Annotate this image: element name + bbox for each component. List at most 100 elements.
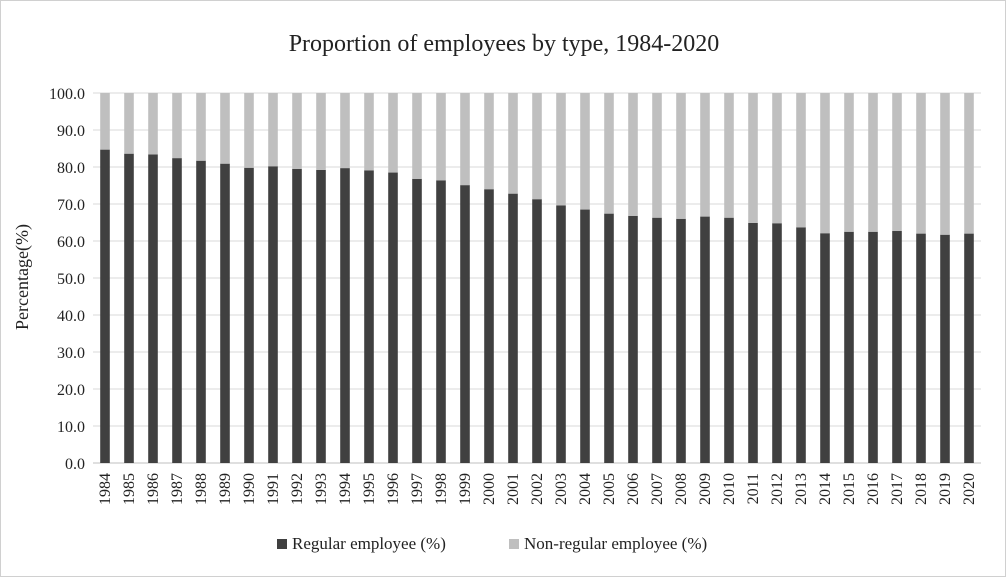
bar-non-regular-employee xyxy=(100,93,110,150)
bar-non-regular-employee xyxy=(460,93,470,186)
x-tick-label: 2013 xyxy=(793,473,810,505)
bar-non-regular-employee xyxy=(772,93,782,224)
bar-non-regular-employee xyxy=(196,93,206,161)
bar-non-regular-employee xyxy=(340,93,350,169)
bar-non-regular-employee xyxy=(700,93,710,217)
bar-non-regular-employee xyxy=(916,93,926,234)
bar-regular-employee xyxy=(964,233,974,463)
y-tick-label: 80.0 xyxy=(57,160,85,177)
bar-non-regular-employee xyxy=(388,93,398,173)
bar-regular-employee xyxy=(100,149,110,464)
bar-regular-employee xyxy=(148,154,158,464)
legend-label-regular: Regular employee (%) xyxy=(292,534,446,553)
bar-non-regular-employee xyxy=(364,93,374,171)
y-tick-label: 0.0 xyxy=(65,456,85,473)
bar-regular-employee xyxy=(340,168,350,464)
y-tick-label: 20.0 xyxy=(57,382,85,399)
bar-regular-employee xyxy=(940,234,950,463)
x-tick-label: 1993 xyxy=(313,473,330,505)
bar-non-regular-employee xyxy=(268,93,278,167)
bar-regular-employee xyxy=(868,231,878,463)
bar-regular-employee xyxy=(844,231,854,463)
x-tick-label: 2020 xyxy=(961,473,978,505)
x-tick-label: 2012 xyxy=(769,473,786,505)
bar-non-regular-employee xyxy=(628,93,638,216)
x-tick-label: 1990 xyxy=(241,473,258,505)
legend-swatch-non-regular xyxy=(509,539,519,549)
x-tick-label: 1998 xyxy=(433,473,450,505)
x-tick-label: 1997 xyxy=(409,473,426,505)
chart-title: Proportion of employees by type, 1984-20… xyxy=(289,31,720,57)
bar-non-regular-employee xyxy=(316,93,326,170)
bar-non-regular-employee xyxy=(484,93,494,190)
bar-regular-employee xyxy=(196,160,206,463)
x-tick-label: 2018 xyxy=(913,473,930,505)
bar-regular-employee xyxy=(772,223,782,463)
bar-non-regular-employee xyxy=(604,93,614,214)
x-tick-label: 1992 xyxy=(289,473,306,505)
bar-regular-employee xyxy=(532,199,542,463)
bar-regular-employee xyxy=(604,213,614,463)
bar-regular-employee xyxy=(460,185,470,463)
bar-regular-employee xyxy=(676,218,686,463)
x-tick-label: 2005 xyxy=(601,473,618,505)
y-tick-label: 60.0 xyxy=(57,234,85,251)
x-tick-label: 2017 xyxy=(889,473,906,505)
x-tick-label: 2009 xyxy=(697,473,714,505)
bar-regular-employee xyxy=(172,158,182,463)
x-tick-label: 1985 xyxy=(121,473,138,505)
y-tick-label: 50.0 xyxy=(57,271,85,288)
x-tick-label: 1994 xyxy=(337,473,354,505)
bar-regular-employee xyxy=(580,209,590,463)
x-tick-label: 2011 xyxy=(745,473,762,504)
bar-regular-employee xyxy=(412,178,422,463)
bar-regular-employee xyxy=(292,168,302,463)
bar-regular-employee xyxy=(316,169,326,463)
bar-non-regular-employee xyxy=(844,93,854,232)
bar-non-regular-employee xyxy=(436,93,446,181)
y-tick-label: 90.0 xyxy=(57,123,85,140)
bar-regular-employee xyxy=(124,153,134,463)
bar-non-regular-employee xyxy=(652,93,662,218)
x-tick-label: 1991 xyxy=(265,473,282,505)
bar-regular-employee xyxy=(436,180,446,463)
legend: Regular employee (%) Non-regular employee… xyxy=(277,534,707,553)
legend-label-non-regular: Non-regular employee (%) xyxy=(524,534,707,553)
bar-non-regular-employee xyxy=(580,93,590,210)
bar-non-regular-employee xyxy=(148,93,158,155)
y-tick-label: 10.0 xyxy=(57,419,85,436)
y-tick-label: 70.0 xyxy=(57,197,85,214)
bar-regular-employee xyxy=(556,205,566,464)
x-tick-label: 1987 xyxy=(169,473,186,505)
bar-regular-employee xyxy=(820,233,830,463)
bar-regular-employee xyxy=(388,172,398,464)
bar-non-regular-employee xyxy=(940,93,950,235)
bar-non-regular-employee xyxy=(748,93,758,223)
bar-non-regular-employee xyxy=(124,93,134,154)
bar-regular-employee xyxy=(628,215,638,463)
bar-non-regular-employee xyxy=(220,93,230,164)
bar-non-regular-employee xyxy=(724,93,734,218)
x-tick-label: 1989 xyxy=(217,473,234,505)
x-tick-label: 2001 xyxy=(505,473,522,505)
x-tick-label: 2006 xyxy=(625,473,642,505)
bar-non-regular-employee xyxy=(892,93,902,232)
bars xyxy=(100,93,974,464)
bar-regular-employee xyxy=(748,222,758,463)
bar-regular-employee xyxy=(652,217,662,463)
bar-non-regular-employee xyxy=(556,93,566,206)
axis-ticks: 0.0 10.0 20.0 30.0 40.0 50.0 60.0 70.0 80.0 90.0 1… xyxy=(49,86,978,505)
x-tick-label: 2008 xyxy=(673,473,690,505)
bar-non-regular-employee xyxy=(292,93,302,169)
bar-non-regular-employee xyxy=(868,93,878,232)
bar-non-regular-employee xyxy=(676,93,686,219)
bar-regular-employee xyxy=(892,231,902,463)
x-tick-label: 1988 xyxy=(193,473,210,505)
x-tick-label: 2014 xyxy=(817,473,834,505)
x-tick-label: 1999 xyxy=(457,473,474,505)
bar-regular-employee xyxy=(724,217,734,463)
x-tick-label: 1995 xyxy=(361,473,378,505)
x-tick-label: 2000 xyxy=(481,473,498,505)
